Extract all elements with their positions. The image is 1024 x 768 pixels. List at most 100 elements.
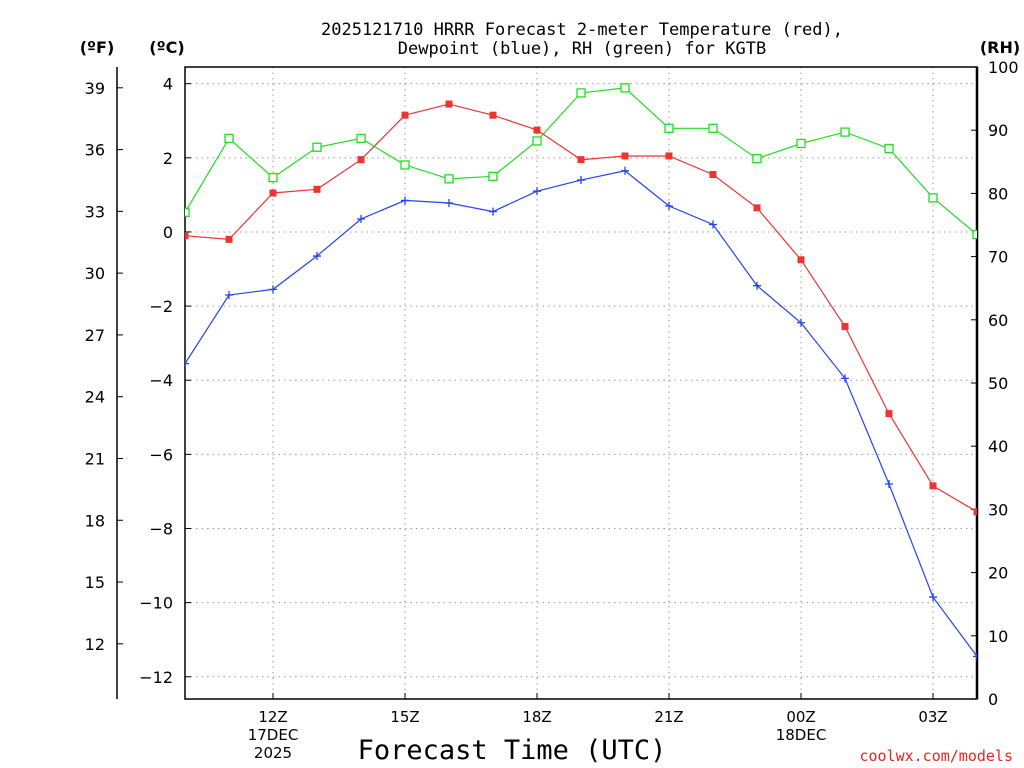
x-tick-label: 18DEC [776,726,827,744]
x-axis-title: Forecast Time (UTC) [358,735,667,766]
temperature-point [357,156,365,164]
fahrenheit-tick-label: 24 [85,388,105,407]
x-tick-label: 17DEC [248,726,299,744]
chart-title-line-1: 2025121710 HRRR Forecast 2-meter Tempera… [321,20,843,40]
rh-point [972,229,977,240]
celsius-tick-label: −12 [139,668,173,687]
temperature-point [929,482,937,490]
dewpoint-point [621,166,629,175]
gridlines [185,67,977,699]
celsius-tick-label: −6 [149,445,173,464]
rh-point [400,160,410,170]
dewpoint-point [753,281,761,290]
x-tick-label: 18Z [522,708,551,726]
dewpoint-point [709,220,717,229]
dewpoint-point [665,202,673,211]
rh-tick-label: 50 [988,374,1008,393]
credit-label: coolwx.com/models [859,747,1013,765]
dewpoint-point [841,374,849,383]
rh-point [224,133,234,144]
rh-point [708,123,718,133]
dewpoint-point [489,207,497,216]
rh-point [664,123,674,133]
fahrenheit-tick-label: 39 [85,79,105,98]
axes: 420−2−4−6−8−10−1239363330272421181512100… [85,58,1019,762]
temperature-point [445,100,453,108]
dewpoint-point [357,214,365,223]
celsius-tick-label: 4 [163,75,173,94]
dewpoint-point [313,252,321,261]
celsius-unit-label: (ºC) [149,38,184,57]
x-tick-label: 2025 [254,744,292,762]
rh-point [312,142,322,152]
rh-point [796,138,806,149]
fahrenheit-tick-label: 12 [85,635,105,654]
celsius-tick-label: −4 [149,371,173,390]
celsius-tick-label: −2 [149,297,173,316]
rh-tick-label: 70 [988,248,1008,267]
fahrenheit-tick-label: 15 [85,573,105,592]
rh-point [884,143,894,154]
celsius-tick-label: −10 [139,594,173,613]
temperature-point [709,170,717,178]
rh-unit-label: (RH) [980,38,1020,57]
rh-point [268,172,278,183]
temperature-point [973,508,977,516]
rh-tick-label: 0 [988,690,998,709]
x-tick-label: 03Z [918,708,947,726]
rh-tick-label: 60 [988,311,1008,330]
rh-tick-label: 40 [988,437,1008,456]
fahrenheit-tick-label: 36 [85,141,105,160]
dewpoint-point [445,199,453,208]
x-tick-label: 15Z [390,708,419,726]
dewpoint-point [269,285,277,294]
dewpoint-series [185,166,977,661]
temperature-point [885,410,893,418]
celsius-tick-label: 0 [163,223,173,242]
fahrenheit-unit-label: (ºF) [80,38,115,57]
temperature-point [225,235,233,243]
dewpoint-point [797,318,805,327]
rh-point [620,83,630,93]
dewpoint-point [533,187,541,196]
temperature-point [753,204,761,212]
fahrenheit-tick-label: 18 [85,511,105,530]
fahrenheit-tick-label: 27 [85,326,105,345]
chart-title-line-2: Dewpoint (blue), RH (green) for KGTB [398,39,766,59]
temperature-point [401,111,409,119]
temperature-point [269,189,277,197]
fahrenheit-tick-label: 33 [85,202,105,221]
dewpoint-point [577,176,585,185]
rh-tick-label: 90 [988,121,1008,140]
rh-tick-label: 10 [988,627,1008,646]
dewpoint-point [885,480,893,489]
temperature-point [489,111,497,119]
rh-point [576,88,586,98]
x-tick-label: 00Z [786,708,815,726]
temperature-point [797,256,805,264]
rh-point [444,174,454,184]
dewpoint-point [929,593,937,602]
temperature-point [665,152,673,160]
x-tick-label: 12Z [258,708,287,726]
x-tick-label: 21Z [654,708,683,726]
rh-tick-label: 80 [988,184,1008,203]
rh-point [840,127,850,137]
dewpoint-point [225,290,233,299]
celsius-tick-label: −8 [149,519,173,538]
temperature-point [533,126,541,134]
rh-point [488,171,498,181]
rh-point [356,133,366,144]
celsius-tick-label: 2 [163,149,173,168]
temperature-series [185,100,977,516]
rh-tick-label: 20 [988,564,1008,583]
temperature-point [185,232,189,240]
rh-point [185,207,190,218]
temperature-point [841,322,849,330]
series-layer [185,83,977,661]
fahrenheit-tick-label: 30 [85,264,105,283]
dewpoint-point [401,196,409,205]
dewpoint-point [973,652,977,661]
fahrenheit-tick-label: 21 [85,449,105,468]
